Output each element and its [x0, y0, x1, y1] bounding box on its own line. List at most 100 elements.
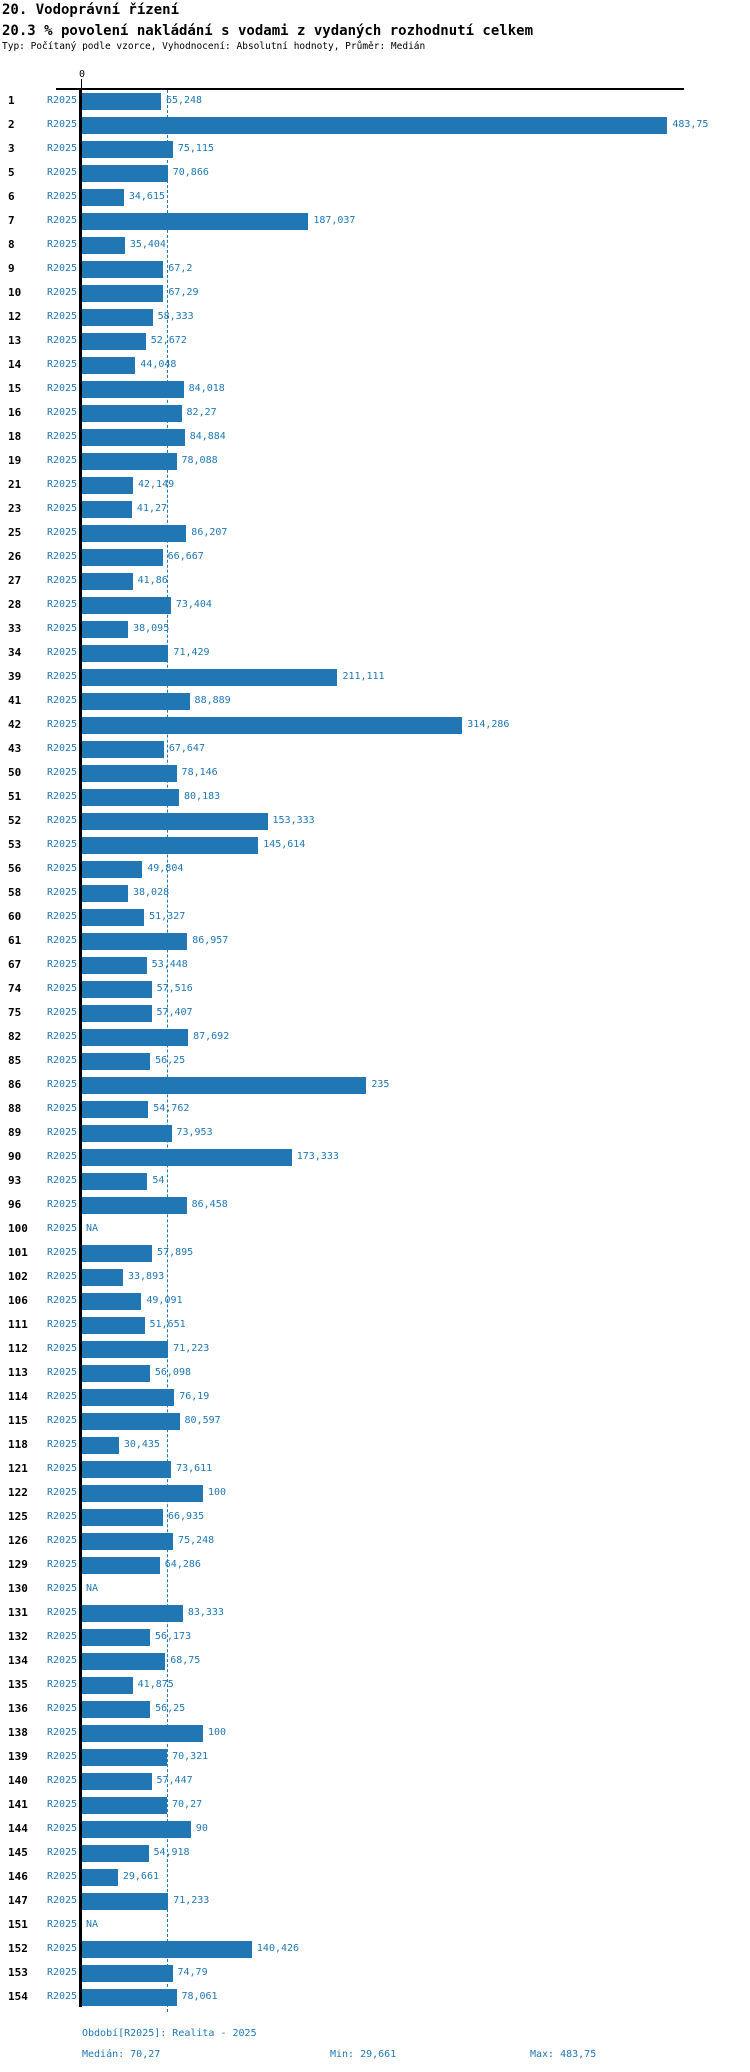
chart-row: 50 R2025 78,146	[0, 761, 750, 785]
series-label: R2025	[47, 479, 78, 490]
value-label: 140,426	[256, 1943, 300, 1954]
row-number: 131	[8, 1606, 28, 1619]
value-label: 145,614	[263, 839, 306, 850]
row-number: 140	[8, 1774, 28, 1787]
row-number: 18	[8, 430, 22, 443]
series-label: R2025	[47, 1799, 78, 1810]
value-label: 64,286	[164, 1559, 201, 1570]
value-label: 100	[208, 1487, 227, 1498]
chart-row: 129 R2025 64,286	[0, 1553, 750, 1577]
row-number: 21	[8, 478, 22, 491]
row-number: 41	[8, 694, 22, 707]
value-bar	[82, 860, 143, 878]
value-bar	[82, 1724, 203, 1742]
chart-row: 134 R2025 68,75	[0, 1649, 750, 1673]
row-number: 86	[8, 1078, 22, 1091]
series-label: R2025	[47, 911, 78, 922]
series-label: R2025	[47, 1679, 78, 1690]
row-number: 152	[8, 1942, 28, 1955]
series-label: R2025	[47, 527, 78, 538]
chart-row: 33 R2025 38,095	[0, 617, 750, 641]
value-label: 173,333	[296, 1151, 339, 1162]
chart-row: 125 R2025 66,935	[0, 1505, 750, 1529]
value-label: 38,028	[133, 887, 170, 898]
chart-row: 106 R2025 49,091	[0, 1289, 750, 1313]
series-label: R2025	[47, 1223, 78, 1234]
row-number: 106	[8, 1294, 28, 1307]
value-bar	[82, 212, 309, 230]
chart-row: 136 R2025 56,25	[0, 1697, 750, 1721]
row-number: 75	[8, 1006, 22, 1019]
page-subtitle: 20.3 % povolení nakládání s vodami z vyd…	[2, 23, 534, 39]
chart-row: 25 R2025 86,207	[0, 521, 750, 545]
value-bar	[82, 812, 268, 830]
chart-row: 153 R2025 74,79	[0, 1961, 750, 1985]
row-number: 125	[8, 1510, 28, 1523]
chart-row: 52 R2025 153,333	[0, 809, 750, 833]
value-label: 30,435	[123, 1439, 160, 1450]
series-label: R2025	[47, 767, 78, 778]
value-bar	[82, 1484, 203, 1502]
chart-row: 28 R2025 73,404	[0, 593, 750, 617]
value-label: 73,611	[176, 1463, 213, 1474]
chart-row: 43 R2025 67,647	[0, 737, 750, 761]
series-label: R2025	[47, 551, 78, 562]
series-label: R2025	[47, 1487, 78, 1498]
value-bar	[82, 404, 182, 422]
value-bar	[82, 620, 129, 638]
na-label: NA	[86, 1223, 99, 1234]
value-bar	[82, 1676, 133, 1694]
chart-row: 51 R2025 80,183	[0, 785, 750, 809]
value-label: 86,207	[191, 527, 228, 538]
value-label: 71,223	[173, 1343, 210, 1354]
row-number: 23	[8, 502, 22, 515]
series-label: R2025	[47, 1391, 78, 1402]
chart-row: 147 R2025 71,233	[0, 1889, 750, 1913]
row-number: 126	[8, 1534, 28, 1547]
series-label: R2025	[47, 335, 78, 346]
chart-row: 18 R2025 84,884	[0, 425, 750, 449]
series-label: R2025	[47, 287, 78, 298]
row-number: 34	[8, 646, 22, 659]
series-label: R2025	[47, 1463, 78, 1474]
row-number: 134	[8, 1654, 28, 1667]
chart-row: 90 R2025 173,333	[0, 1145, 750, 1169]
row-number: 56	[8, 862, 22, 875]
value-label: 33,893	[128, 1271, 165, 1282]
chart-row: 114 R2025 76,19	[0, 1385, 750, 1409]
value-label: 75,115	[177, 143, 214, 154]
series-label: R2025	[47, 1727, 78, 1738]
value-label: 76,19	[179, 1391, 210, 1402]
chart-row: 132 R2025 56,173	[0, 1625, 750, 1649]
chart-row: 100 R2025 NA	[0, 1217, 750, 1241]
chart-meta: Typ: Počítaný podle vzorce, Vyhodnocení:…	[2, 41, 426, 52]
row-number: 85	[8, 1054, 22, 1067]
value-label: 54	[152, 1175, 165, 1186]
chart-row: 2 R2025 483,75	[0, 113, 750, 137]
value-bar	[82, 1748, 168, 1766]
chart-row: 82 R2025 87,692	[0, 1025, 750, 1049]
value-bar	[82, 1196, 187, 1214]
series-label: R2025	[47, 1343, 78, 1354]
row-number: 16	[8, 406, 22, 419]
series-label: R2025	[47, 791, 78, 802]
series-label: R2025	[47, 1991, 78, 2002]
value-bar	[82, 1652, 166, 1670]
row-number: 50	[8, 766, 22, 779]
value-bar	[82, 1868, 118, 1886]
chart-row: 39 R2025 211,111	[0, 665, 750, 689]
series-label: R2025	[47, 1967, 78, 1978]
row-number: 144	[8, 1822, 28, 1835]
value-bar	[82, 1388, 175, 1406]
value-bar	[82, 1796, 167, 1814]
value-bar	[82, 332, 146, 350]
value-label: 57,447	[156, 1775, 193, 1786]
chart-row: 26 R2025 66,667	[0, 545, 750, 569]
series-label: R2025	[47, 623, 78, 634]
value-bar	[82, 548, 163, 566]
value-label: 86,458	[191, 1199, 228, 1210]
series-label: R2025	[47, 1007, 78, 1018]
value-label: 49,091	[146, 1295, 183, 1306]
value-bar	[82, 1076, 367, 1094]
value-bar	[82, 308, 153, 326]
